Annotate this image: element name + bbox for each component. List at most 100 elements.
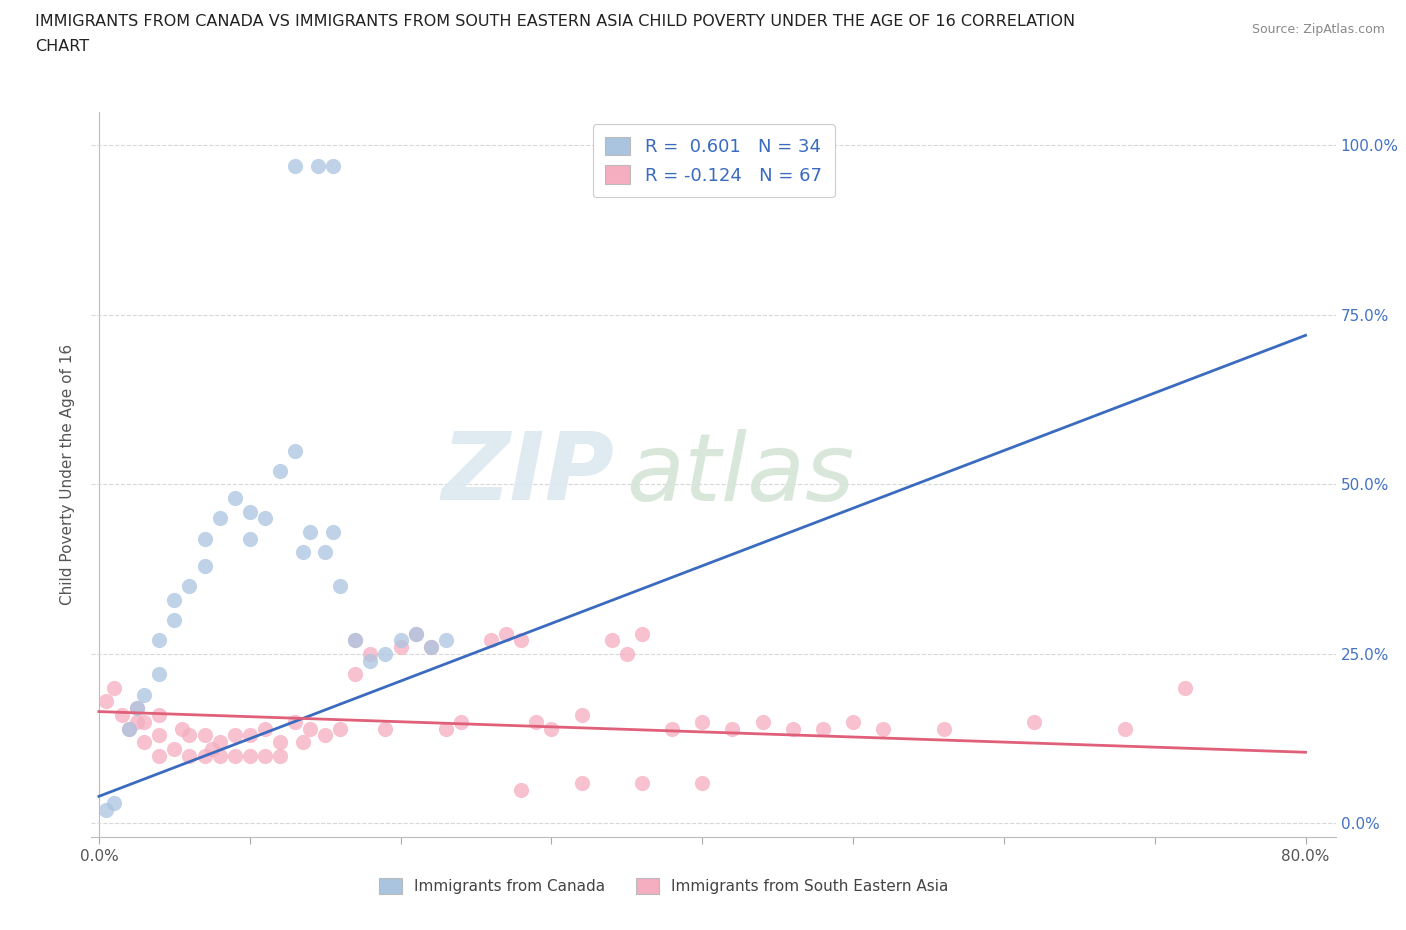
Legend: Immigrants from Canada, Immigrants from South Eastern Asia: Immigrants from Canada, Immigrants from … xyxy=(371,870,956,902)
Point xyxy=(322,158,344,173)
Point xyxy=(163,741,186,756)
Point xyxy=(224,728,246,743)
Point xyxy=(134,735,156,750)
Point xyxy=(239,504,262,519)
Point xyxy=(253,721,276,736)
Point xyxy=(811,721,834,736)
Point xyxy=(510,633,533,648)
Point xyxy=(125,700,148,715)
Point xyxy=(782,721,804,736)
Point xyxy=(269,463,291,478)
Point xyxy=(239,531,262,546)
Text: IMMIGRANTS FROM CANADA VS IMMIGRANTS FROM SOUTH EASTERN ASIA CHILD POVERTY UNDER: IMMIGRANTS FROM CANADA VS IMMIGRANTS FRO… xyxy=(35,14,1076,29)
Point xyxy=(208,511,231,525)
Point xyxy=(284,443,307,458)
Point xyxy=(1022,714,1045,729)
Point xyxy=(374,721,396,736)
Point xyxy=(631,626,654,641)
Point xyxy=(284,714,307,729)
Text: atlas: atlas xyxy=(627,429,855,520)
Point xyxy=(96,694,118,709)
Point xyxy=(134,714,156,729)
Point xyxy=(690,714,713,729)
Point xyxy=(307,158,329,173)
Y-axis label: Child Poverty Under the Age of 16: Child Poverty Under the Age of 16 xyxy=(60,344,76,604)
Point xyxy=(253,511,276,525)
Point xyxy=(224,749,246,764)
Point xyxy=(299,525,322,539)
Point xyxy=(269,735,291,750)
Point xyxy=(419,640,441,655)
Point xyxy=(329,578,352,593)
Point xyxy=(434,721,457,736)
Point xyxy=(134,687,156,702)
Point xyxy=(193,749,215,764)
Point xyxy=(148,728,170,743)
Point xyxy=(193,531,215,546)
Point xyxy=(239,728,262,743)
Point xyxy=(690,776,713,790)
Text: ZIP: ZIP xyxy=(441,429,614,520)
Point xyxy=(179,728,201,743)
Point xyxy=(1114,721,1136,736)
Point xyxy=(253,749,276,764)
Point xyxy=(148,667,170,682)
Point xyxy=(600,633,623,648)
Point xyxy=(359,653,381,668)
Point xyxy=(269,749,291,764)
Point xyxy=(721,721,744,736)
Point xyxy=(389,633,412,648)
Point xyxy=(208,749,231,764)
Point xyxy=(193,728,215,743)
Point xyxy=(148,749,170,764)
Point xyxy=(118,721,141,736)
Point xyxy=(322,525,344,539)
Point xyxy=(1174,681,1197,696)
Point xyxy=(170,721,193,736)
Point xyxy=(125,700,148,715)
Point xyxy=(661,721,683,736)
Point xyxy=(208,735,231,750)
Point xyxy=(872,721,894,736)
Point xyxy=(389,640,412,655)
Point xyxy=(842,714,865,729)
Point xyxy=(434,633,457,648)
Point xyxy=(163,613,186,628)
Point xyxy=(163,592,186,607)
Point xyxy=(932,721,955,736)
Point xyxy=(148,708,170,723)
Point xyxy=(571,776,593,790)
Point xyxy=(479,633,502,648)
Point xyxy=(299,721,322,736)
Point xyxy=(510,782,533,797)
Point xyxy=(344,633,367,648)
Point xyxy=(224,491,246,506)
Text: CHART: CHART xyxy=(35,39,89,54)
Point xyxy=(616,646,638,661)
Point xyxy=(291,545,314,560)
Point xyxy=(118,721,141,736)
Point xyxy=(125,714,148,729)
Point xyxy=(540,721,562,736)
Point xyxy=(571,708,593,723)
Point xyxy=(374,646,396,661)
Point xyxy=(314,545,336,560)
Point xyxy=(344,667,367,682)
Point xyxy=(359,646,381,661)
Point xyxy=(179,749,201,764)
Point xyxy=(193,558,215,573)
Point xyxy=(329,721,352,736)
Point xyxy=(96,803,118,817)
Point xyxy=(405,626,427,641)
Point xyxy=(291,735,314,750)
Point xyxy=(201,741,224,756)
Point xyxy=(419,640,441,655)
Point xyxy=(148,633,170,648)
Text: Source: ZipAtlas.com: Source: ZipAtlas.com xyxy=(1251,23,1385,36)
Point xyxy=(631,776,654,790)
Point xyxy=(103,681,125,696)
Point xyxy=(314,728,336,743)
Point xyxy=(179,578,201,593)
Point xyxy=(495,626,517,641)
Point xyxy=(110,708,132,723)
